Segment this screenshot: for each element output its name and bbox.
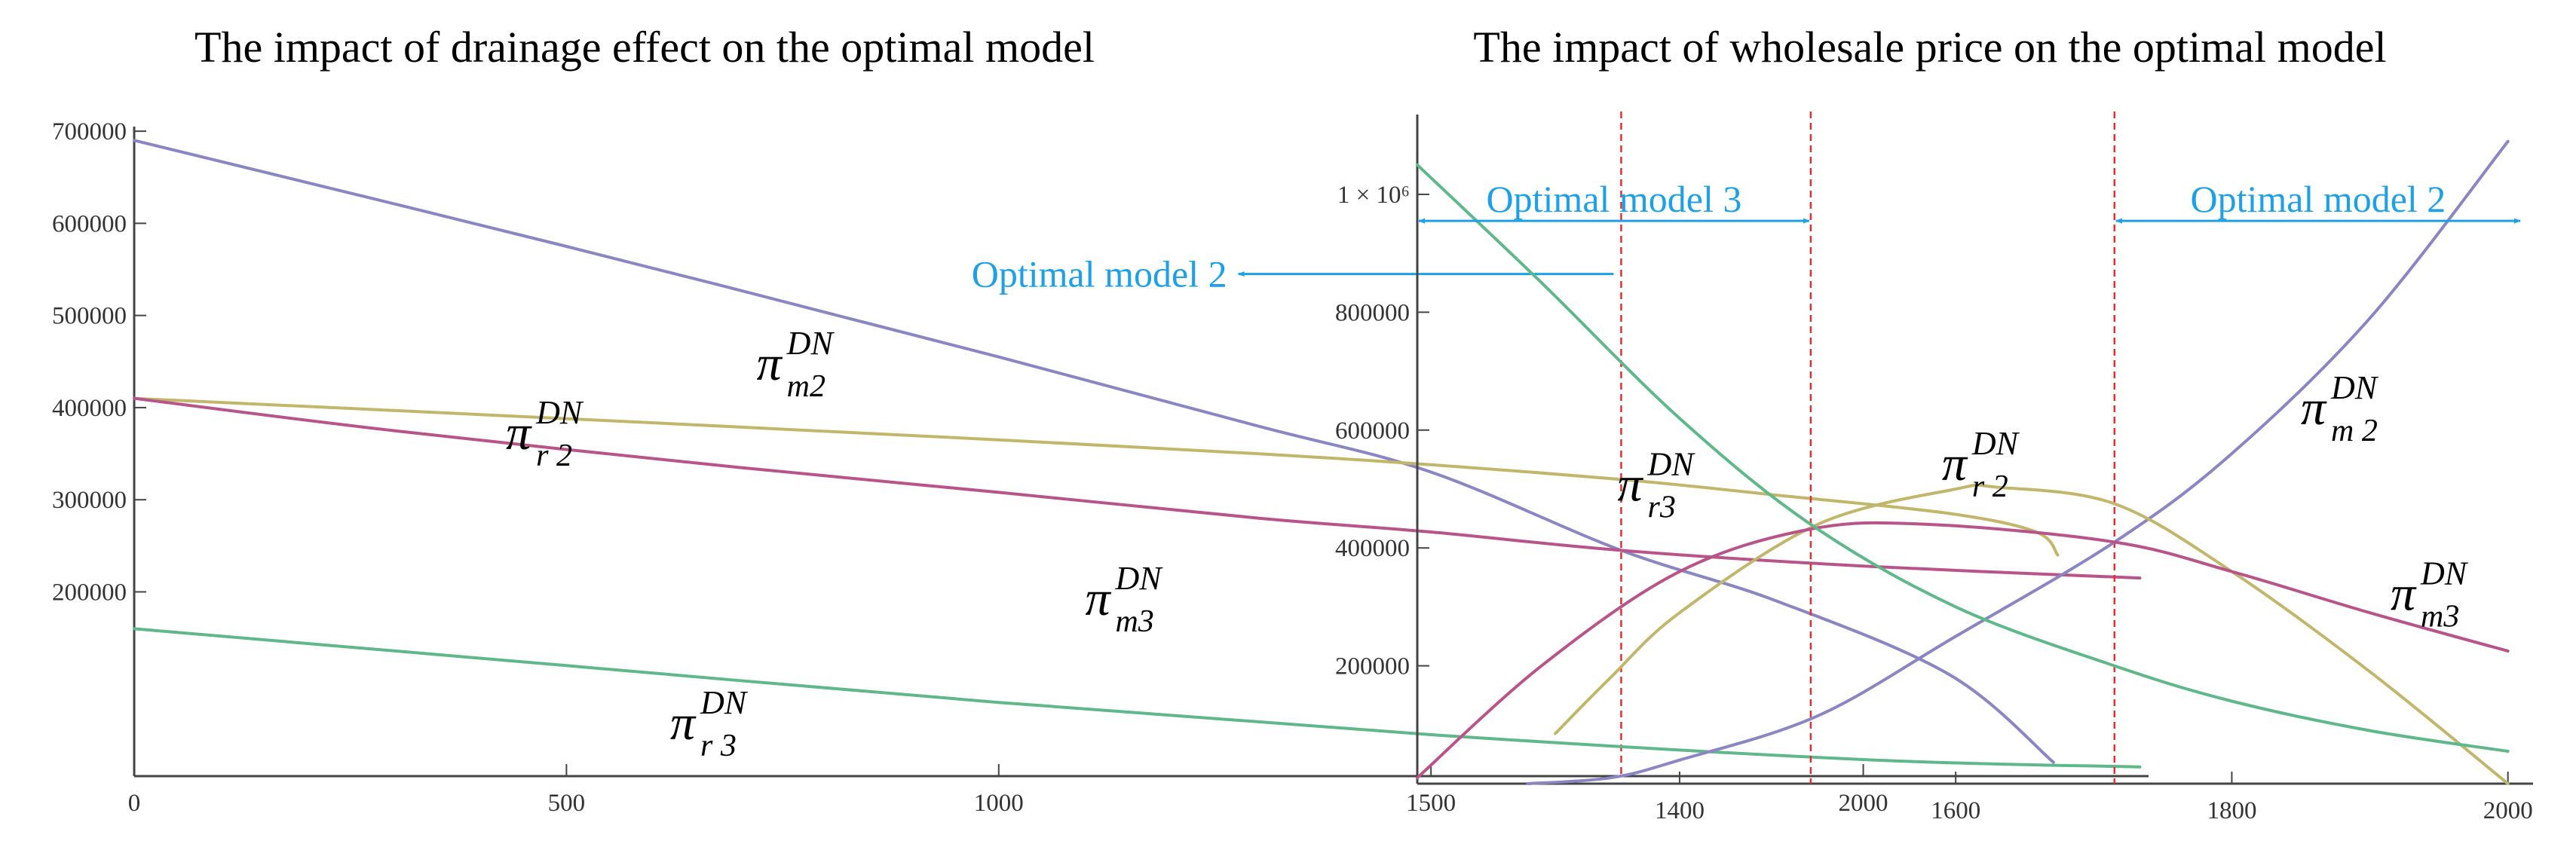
series-label-superscript: DN — [535, 394, 584, 431]
series-label-subscript: r 2 — [1972, 469, 2008, 504]
series-label-superscript: DN — [700, 684, 749, 721]
x-tick-label: 500 — [548, 790, 586, 817]
series-label: π DN r 2 — [1942, 425, 2020, 504]
series-label-symbol: π — [1618, 457, 1644, 512]
series-label: π DN r 3 — [670, 684, 749, 763]
y-tick-label: 200000 — [1335, 653, 1410, 680]
series-label: π DN m3 — [1085, 560, 1163, 639]
series-label-superscript: DN — [1971, 425, 2020, 462]
y-tick-label: 1 × 10⁶ — [1337, 182, 1410, 209]
y-tick-label: 400000 — [1335, 535, 1410, 562]
y-tick-label: 600000 — [52, 210, 127, 237]
x-tick-label: 2000 — [1839, 790, 1888, 817]
series-line — [133, 396, 2060, 557]
series-label-symbol: π — [506, 405, 532, 460]
series-label-symbol: π — [1942, 436, 1968, 491]
series-label-symbol: π — [2301, 381, 2327, 436]
y-tick-label: 400000 — [52, 395, 127, 422]
y-tick-label: 800000 — [1335, 299, 1410, 326]
x-tick-label: 1600 — [1931, 797, 1980, 824]
y-tick-label: 300000 — [52, 487, 127, 514]
x-tick-label: 1000 — [974, 790, 1024, 817]
series-label: π DN m3 — [2391, 555, 2469, 634]
y-tick-label: 500000 — [52, 303, 127, 330]
annotation-label: Optimal model 2 — [2190, 178, 2446, 220]
series-label-subscript: m 2 — [2331, 414, 2378, 448]
optimal-model-annotation: Optimal model 2 — [2115, 178, 2521, 224]
series-label: π DN m 2 — [2301, 369, 2379, 448]
series-line — [1526, 139, 2510, 785]
series-line — [133, 139, 2055, 764]
y-tick-label: 600000 — [1335, 417, 1410, 445]
series-label-subscript: m3 — [2421, 599, 2459, 634]
series-label-superscript: DN — [1647, 446, 1696, 483]
series-label-superscript: DN — [2330, 369, 2379, 406]
x-tick-label: 1400 — [1655, 797, 1705, 824]
series-label-symbol: π — [670, 696, 697, 751]
y-tick-label: 200000 — [52, 579, 127, 606]
x-tick-label: 1800 — [2207, 797, 2256, 824]
series-label: π DN r3 — [1618, 446, 1696, 525]
series-label-subscript: m3 — [1115, 604, 1153, 639]
series-label: π DN m2 — [757, 325, 835, 404]
chart-title: The impact of drainage effect on the opt… — [195, 23, 1095, 72]
series-label-symbol: π — [2391, 566, 2417, 621]
chart-wholesale-price: The impact of wholesale price on the opt… — [1335, 23, 2533, 824]
series-line — [1416, 163, 2510, 753]
series-line — [1554, 483, 2510, 785]
series-label-subscript: r3 — [1648, 491, 1676, 525]
series-label-subscript: r 2 — [536, 439, 572, 473]
x-tick-label: 0 — [128, 790, 141, 817]
series-label-superscript: DN — [1114, 560, 1163, 597]
series-line — [1416, 521, 2510, 780]
x-tick-label: 2000 — [2483, 797, 2533, 824]
y-tick-label: 700000 — [52, 118, 127, 145]
x-tick-label: 1500 — [1406, 790, 1456, 817]
optimal-model-annotation: Optimal model 2 — [972, 253, 1614, 295]
chart-drainage-effect: The impact of drainage effect on the opt… — [52, 23, 2149, 817]
optimal-model-annotation: Optimal model 3 — [1418, 178, 1810, 224]
chart-title: The impact of wholesale price on the opt… — [1473, 23, 2386, 72]
annotation-label: Optimal model 2 — [972, 253, 1227, 295]
series-line — [133, 627, 2142, 769]
series-line — [133, 396, 2142, 580]
series-label: π DN r 2 — [506, 394, 584, 473]
series-label-symbol: π — [1085, 571, 1111, 626]
series-label-symbol: π — [757, 336, 783, 391]
series-label-superscript: DN — [2420, 555, 2469, 592]
series-label-subscript: r 3 — [700, 729, 737, 763]
series-label-subscript: m2 — [787, 369, 825, 404]
series-label-superscript: DN — [786, 325, 835, 362]
annotation-label: Optimal model 3 — [1487, 178, 1742, 220]
